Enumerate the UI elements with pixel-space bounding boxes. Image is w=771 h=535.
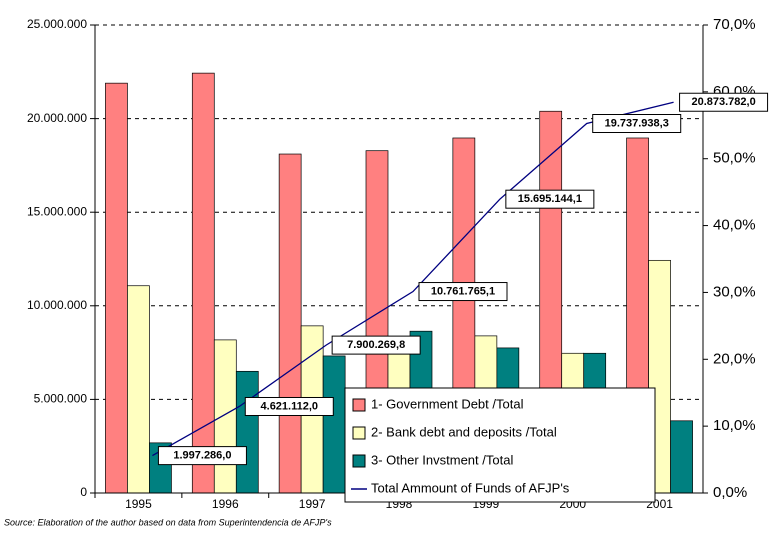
- y2-tick-label: 0,0%: [713, 484, 747, 501]
- legend-swatch: [352, 454, 366, 468]
- y2-tick-label: 20,0%: [713, 350, 756, 367]
- legend: [344, 387, 656, 503]
- bar: [105, 82, 128, 494]
- y-tick-label: 5.000.000: [34, 392, 88, 406]
- legend-label: Total Ammount of Funds of AFJP's: [371, 480, 570, 495]
- data-label-box: [331, 335, 421, 355]
- data-label-box: [505, 189, 595, 209]
- y-tick-label: 10.000.000: [27, 298, 87, 312]
- data-label-box: [592, 114, 682, 134]
- source-note: Source: Elaboration of the author based …: [4, 517, 332, 527]
- data-label-box: [679, 92, 769, 112]
- bar: [235, 370, 259, 494]
- data-label: 10.761.765,1: [431, 285, 495, 297]
- bar: [278, 153, 302, 494]
- data-label: 20.873.782,0: [691, 96, 755, 108]
- legend-label: 2- Bank debt and deposits /Total: [371, 424, 557, 439]
- y2-tick-label: 40,0%: [713, 217, 756, 234]
- legend-label: 1- Government Debt /Total: [371, 396, 524, 411]
- y2-tick-label: 70,0%: [713, 16, 756, 33]
- data-label: 7.900.269,8: [347, 339, 405, 351]
- data-label-box: [157, 446, 247, 466]
- data-label-box: [418, 282, 508, 302]
- bar: [213, 339, 237, 494]
- y2-tick-label: 50,0%: [713, 150, 756, 167]
- x-tick-label: 1997: [299, 497, 326, 511]
- y-tick-label: 0: [80, 485, 87, 499]
- y-tick-label: 20.000.000: [27, 111, 87, 125]
- legend-swatch: [352, 398, 366, 412]
- data-label: 15.695.144,1: [518, 193, 582, 205]
- line: [152, 101, 674, 457]
- legend-label: 3- Other Invstment /Total: [371, 452, 513, 467]
- bar: [322, 355, 346, 494]
- y2-tick-label: 10,0%: [713, 417, 756, 434]
- y-tick-label: 25.000.000: [27, 17, 87, 31]
- y2-tick-label: 30,0%: [713, 283, 756, 300]
- data-label: 1.997.286,0: [173, 450, 231, 462]
- bar: [127, 285, 150, 494]
- bar: [670, 420, 693, 494]
- x-tick-label: 1996: [212, 497, 239, 511]
- x-tick-label: 1995: [125, 497, 152, 511]
- data-label: 4.621.112,0: [261, 400, 319, 412]
- data-label: 19.737.938,3: [605, 117, 669, 129]
- data-label-box: [244, 396, 334, 416]
- bar: [191, 72, 215, 494]
- y-tick-label: 15.000.000: [27, 204, 87, 218]
- legend-swatch: [352, 426, 366, 440]
